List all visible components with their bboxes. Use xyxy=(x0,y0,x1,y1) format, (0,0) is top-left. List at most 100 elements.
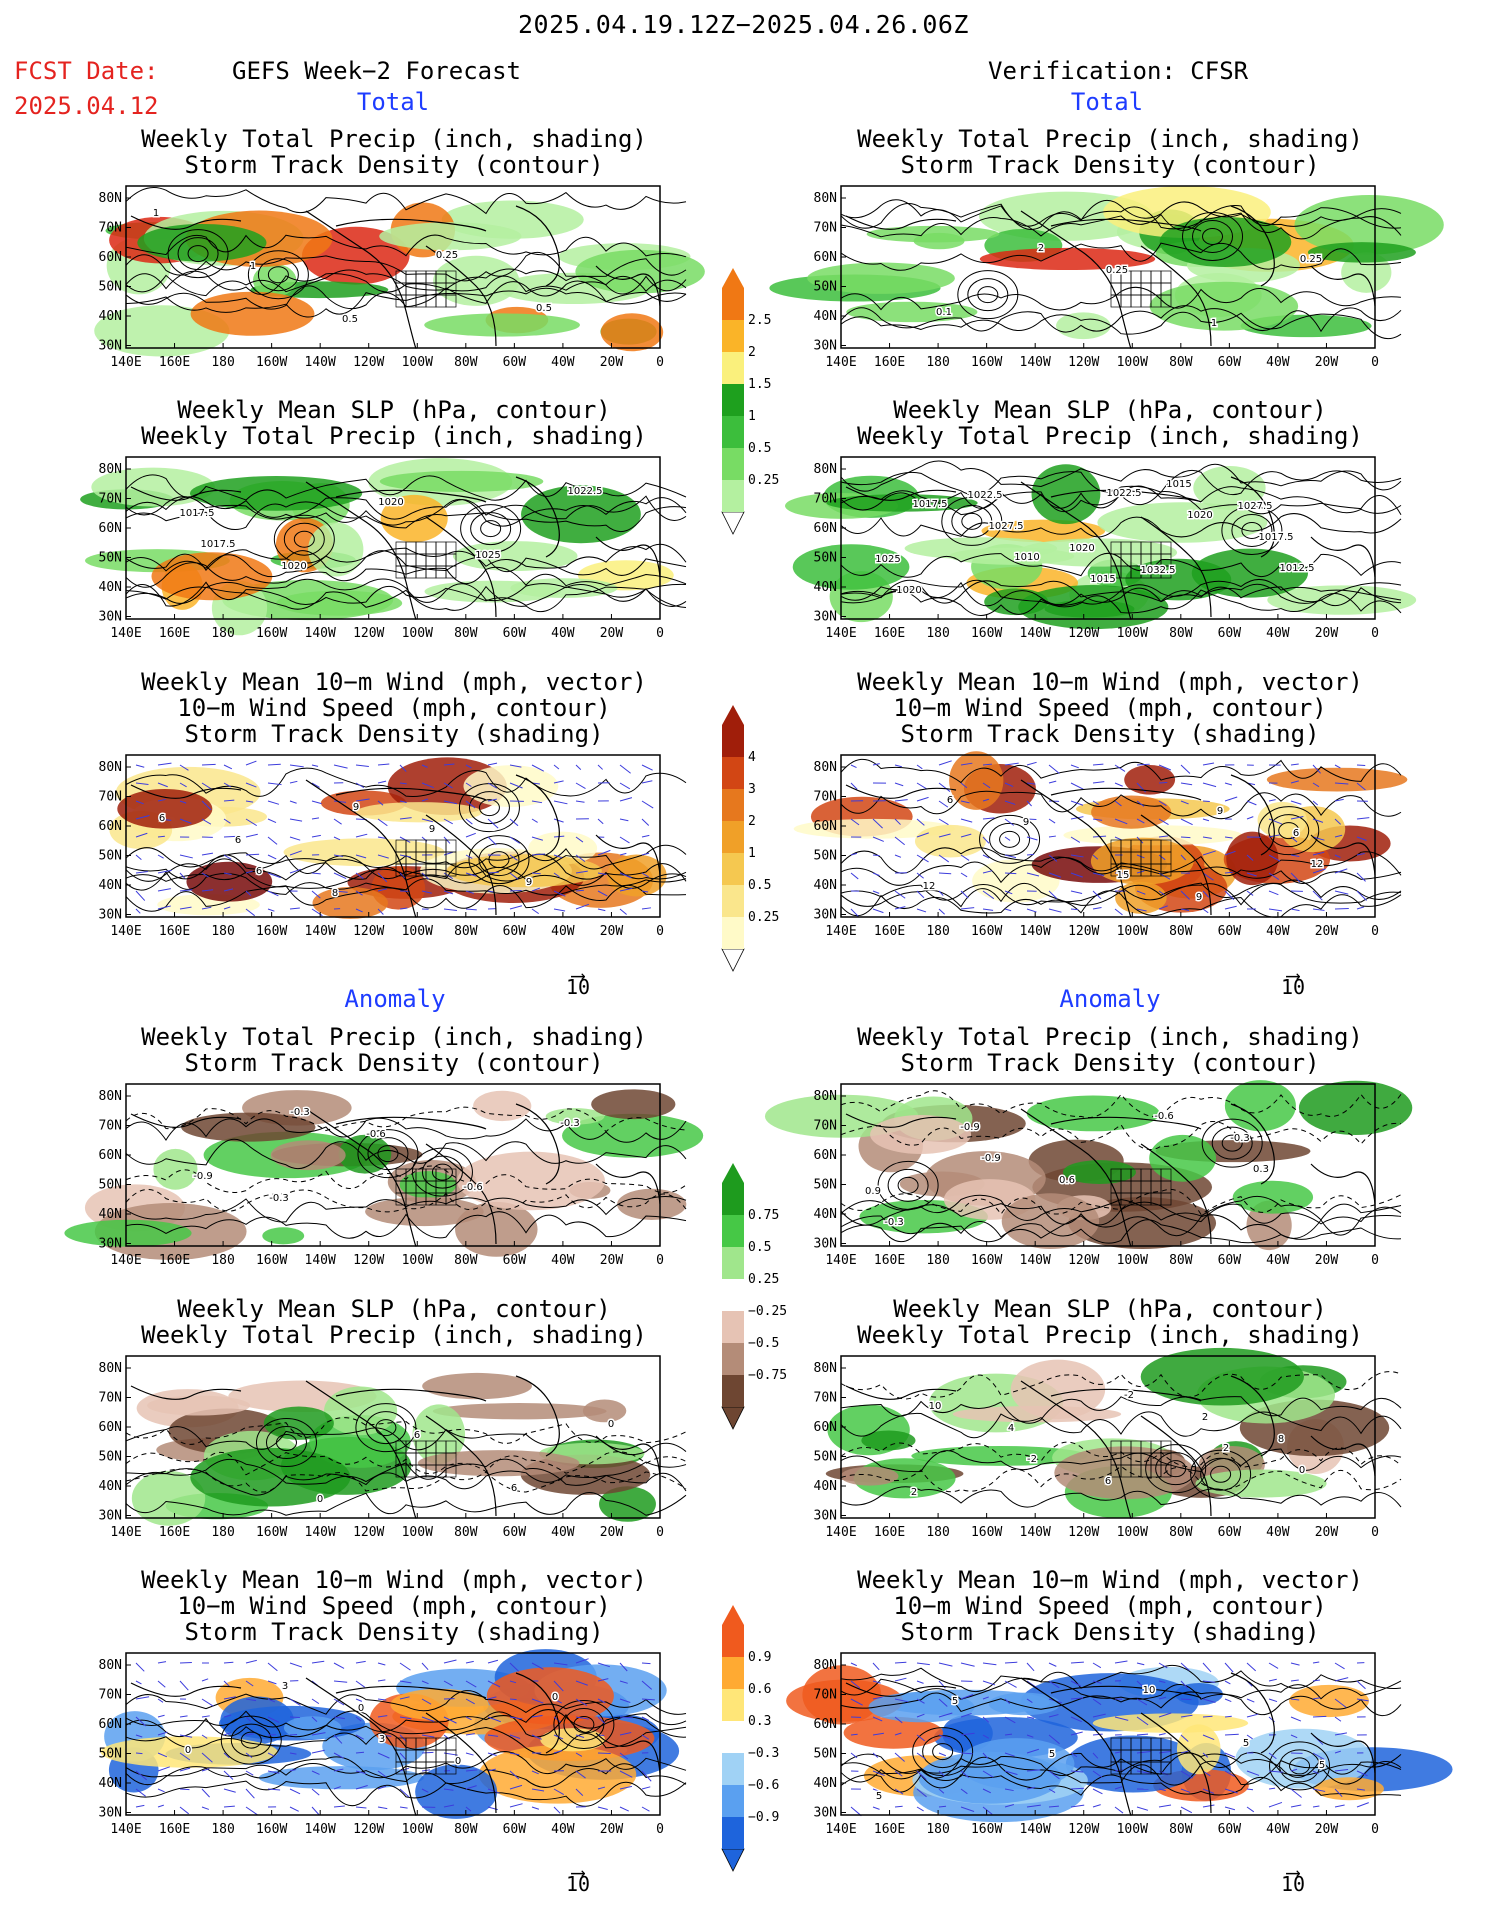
wind-vector xyxy=(1048,835,1056,838)
lon-tick-label: 20W xyxy=(600,626,624,641)
wind-vector xyxy=(1290,800,1302,805)
lon-tick-label: 20W xyxy=(600,924,624,939)
lon-tick-label: 40W xyxy=(551,1822,575,1837)
wind-vector xyxy=(289,1698,301,1706)
lat-tick-label: 70N xyxy=(814,492,837,507)
lat-tick-label: 80N xyxy=(99,1658,122,1673)
wind-vector xyxy=(1136,800,1145,807)
coastline xyxy=(595,265,661,307)
wind-vector xyxy=(289,764,304,768)
contour-label: 9 xyxy=(429,824,435,835)
wind-vector xyxy=(399,1788,410,1798)
wind-vector xyxy=(641,780,653,784)
wind-vector xyxy=(1334,1698,1347,1708)
shading-blob xyxy=(190,291,315,336)
lon-tick-label: 80W xyxy=(454,355,478,370)
contour-ring xyxy=(967,278,1009,312)
wind-vector xyxy=(311,800,322,805)
wind-vector xyxy=(377,1715,388,1718)
shading-blob xyxy=(151,552,273,601)
wind-vector xyxy=(1180,1806,1193,1814)
wind-vector xyxy=(1136,1716,1149,1726)
fcst-anom-precip-storm-map: -0.3 -0.6 -0.6 -0.3 -0.9 -0.3 80N 70N 60N 50N 40N 3… xyxy=(64,1083,704,1268)
wind-vector xyxy=(894,1788,904,1795)
contour-ring xyxy=(951,504,993,538)
wind-vector xyxy=(1202,908,1209,914)
contour-line xyxy=(840,1396,1402,1424)
state-boundary xyxy=(445,294,457,308)
wind-vector xyxy=(938,1712,953,1718)
wind-vector xyxy=(201,1678,209,1682)
shading-blob xyxy=(64,1219,192,1247)
lon-tick-label: 180 xyxy=(926,626,949,641)
contour-label: -2 xyxy=(1124,1390,1134,1401)
coastline xyxy=(845,1682,957,1697)
contour-ring xyxy=(257,258,299,292)
wind-vector xyxy=(1356,817,1370,820)
contour-line xyxy=(840,790,1402,820)
wind-vector xyxy=(1070,1661,1084,1664)
lon-tick-label: 120W xyxy=(353,626,384,641)
shading-blob xyxy=(417,1450,580,1477)
coastline xyxy=(1020,1108,1132,1247)
wind-vector xyxy=(1180,908,1190,912)
coastline xyxy=(1310,536,1376,578)
lon-tick-label: 160E xyxy=(874,924,905,939)
fcst-total-wind-title: Weekly Mean 10−m Wind (mph, vector) 10−m … xyxy=(141,668,647,748)
lon-tick-label: 100W xyxy=(1117,924,1148,939)
lat-tick-label: 80N xyxy=(99,462,122,477)
state-boundary xyxy=(445,565,457,579)
wind-vector xyxy=(1246,1698,1255,1703)
wind-vector xyxy=(487,1659,499,1664)
wind-vector xyxy=(267,908,275,912)
wind-vector xyxy=(960,800,970,804)
coastline xyxy=(1230,1672,1275,1754)
wind-vector xyxy=(619,852,627,856)
wind-vector xyxy=(289,836,301,841)
wind-vector xyxy=(509,872,519,880)
wind-vector xyxy=(1070,854,1084,858)
wind-vector xyxy=(960,762,973,766)
wind-vector xyxy=(487,871,499,874)
wind-vector xyxy=(850,1752,858,1759)
contour-line xyxy=(840,1760,1402,1786)
right-anomaly-label: Anomaly xyxy=(1059,985,1161,1013)
wind-vector xyxy=(1070,1680,1081,1687)
contour-label: 5 xyxy=(1243,1738,1249,1749)
wind-vector xyxy=(509,764,522,768)
wind-vector xyxy=(267,1680,277,1685)
wind-vector xyxy=(1158,1696,1167,1700)
lon-tick-label: 160E xyxy=(159,626,190,641)
wind-vector xyxy=(443,851,453,856)
lat-tick-label: 50N xyxy=(814,551,837,566)
wind-vector xyxy=(1092,1713,1106,1718)
lon-tick-label: 120W xyxy=(1068,626,1099,641)
wind-vector xyxy=(1114,764,1126,772)
contour-ring xyxy=(932,1743,954,1761)
shading-blob xyxy=(1010,1359,1106,1420)
coastline xyxy=(335,489,487,503)
coastline xyxy=(335,1116,487,1130)
wind-vector xyxy=(553,872,560,878)
wind-vector xyxy=(465,1752,474,1756)
contour-label: 1015 xyxy=(1090,574,1115,585)
wind-vector xyxy=(1224,890,1235,900)
lat-tick-label: 30N xyxy=(814,1237,837,1252)
wind-vector xyxy=(960,1788,968,1795)
wind-vector xyxy=(509,905,523,910)
wind-vector xyxy=(1202,1715,1213,1718)
coastline xyxy=(845,486,957,501)
contour-ring xyxy=(478,799,500,817)
contour-ring xyxy=(1278,822,1300,840)
contour-ring xyxy=(1269,1741,1331,1791)
shading-blob xyxy=(379,470,544,492)
wind-vector xyxy=(1136,1733,1149,1736)
shading-blob xyxy=(181,1112,316,1142)
lon-tick-label: 180 xyxy=(926,1822,949,1837)
contour-ring xyxy=(1268,814,1310,848)
coastline xyxy=(425,1415,497,1517)
wind-vector xyxy=(1004,1803,1014,1808)
colorbar-swatch xyxy=(722,917,744,949)
wind-vector xyxy=(575,1752,583,1757)
